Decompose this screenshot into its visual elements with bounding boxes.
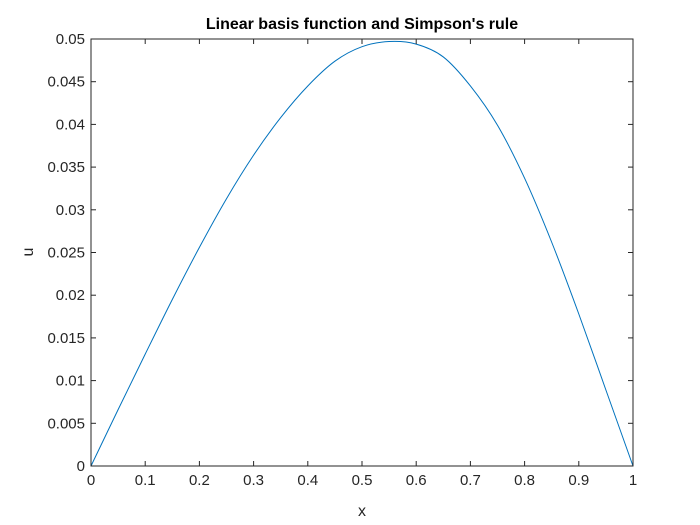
x-tick-label: 0.5 <box>352 472 373 489</box>
x-tick-label: 0 <box>87 472 95 489</box>
x-tick-label: 0.7 <box>460 472 481 489</box>
y-tick-label: 0.04 <box>56 116 85 133</box>
y-tick-label: 0.045 <box>47 74 85 91</box>
tick-labels: 0 0.1 0.2 0.3 0.4 0.5 0.6 0.7 0.8 0.9 1 0 0.005 0.01 0… <box>47 31 637 489</box>
y-tick-label: 0.035 <box>47 159 85 176</box>
y-tick-label: 0 <box>77 458 85 475</box>
x-tick-label: 0.2 <box>189 472 210 489</box>
plot-area <box>91 39 633 466</box>
y-tick-label: 0.05 <box>56 31 85 48</box>
y-tick-label: 0.02 <box>56 287 85 304</box>
x-tick-label: 0.6 <box>406 472 427 489</box>
x-tick-label: 0.4 <box>297 472 318 489</box>
y-axis-label: u <box>20 248 37 257</box>
x-tick-label: 0.9 <box>568 472 589 489</box>
chart-title: Linear basis function and Simpson's rule <box>206 16 518 33</box>
y-tick-label: 0.03 <box>56 202 85 219</box>
x-tick-label: 1 <box>629 472 637 489</box>
plot-frame <box>90 38 634 467</box>
y-tick-label: 0.015 <box>47 330 85 347</box>
x-tick-label: 0.1 <box>135 472 156 489</box>
x-tick-label: 0.3 <box>243 472 264 489</box>
x-tick-label: 0.8 <box>514 472 535 489</box>
y-tick-label: 0.005 <box>47 415 85 432</box>
y-tick-label: 0.01 <box>56 373 85 390</box>
x-axis-label: x <box>358 503 366 520</box>
series-line <box>90 40 634 467</box>
y-tick-label: 0.025 <box>47 245 85 262</box>
